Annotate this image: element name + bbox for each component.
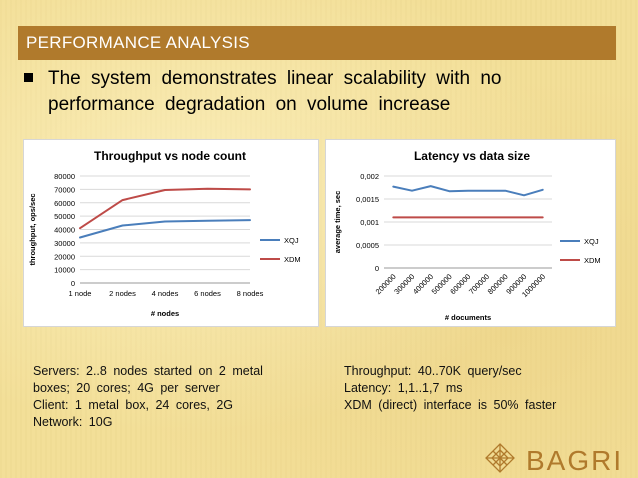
latency-chart-svg: Latency vs data size 0 0,0005 0,001 0,0015 0,… <box>333 149 601 322</box>
chart0-series-line-xdm <box>79 187 251 230</box>
chart0-y-tick-label: 60000 <box>54 199 75 208</box>
chart1-y-tick-label: 0,0015 <box>356 195 379 204</box>
note-line: XDM (direct) interface is 50% faster <box>344 398 557 412</box>
chart1-y-tick-label: 0,002 <box>360 172 379 181</box>
chart0-y-tick-label: 80000 <box>54 172 75 181</box>
note-line: Throughput: 40..70K query/sec <box>344 364 522 378</box>
note-line: Servers: 2..8 nodes started on 2 metal <box>33 364 263 378</box>
bagri-logo: BAGRI <box>485 443 623 476</box>
chart1-y-tick-label: 0 <box>375 264 379 273</box>
chart0-x-tick-label: 1 node <box>69 289 92 298</box>
chart0-x-tick-label: 4 nodes <box>152 289 179 298</box>
throughput-chart-svg: Throughput vs node count 0 10000 20000 30000… <box>28 149 301 318</box>
chart0-y-tick-label: 50000 <box>54 212 75 221</box>
chart0-y-tick-label: 40000 <box>54 226 75 235</box>
chart0-x-tick-label: 6 nodes <box>194 289 221 298</box>
chart0-y-tick-label: 10000 <box>54 266 75 275</box>
title-bar: PERFORMANCE ANALYSIS <box>18 26 616 60</box>
chart0-x-tick-label: 8 nodes <box>237 289 264 298</box>
chart1-series-line-xqj <box>392 185 544 197</box>
chart0-y-axis-label: throughput, ops/sec <box>28 193 37 265</box>
headline-bullet: The system demonstrates linear scalabili… <box>48 68 502 115</box>
throughput-chart: Throughput vs node count 0 10000 20000 30000… <box>23 139 319 327</box>
slide-title: PERFORMANCE ANALYSIS <box>26 33 250 52</box>
bullet-square-icon <box>24 73 33 82</box>
chart0-legend-label-xdm: XDM <box>284 255 301 264</box>
note-line: Client: 1 metal box, 24 cores, 2G <box>33 398 234 412</box>
servers-notes: Servers: 2..8 nodes started on 2 metal b… <box>33 363 263 431</box>
chart0-title: Throughput vs node count <box>94 149 246 163</box>
chart0-legend-label-xqj: XQJ <box>284 236 299 245</box>
chart0-x-axis-label: # nodes <box>151 309 179 318</box>
chart0-x-tick-label: 2 nodes <box>109 289 136 298</box>
chart1-legend-label-xdm: XDM <box>584 256 601 265</box>
chart0-y-tick-label: 0 <box>71 279 75 288</box>
chart0-series-line-xqj <box>79 219 251 239</box>
chart0-y-tick-label: 70000 <box>54 185 75 194</box>
logo-text: BAGRI <box>526 445 623 476</box>
chart1-legend-label-xqj: XQJ <box>584 237 599 246</box>
results-notes: Throughput: 40..70K query/sec Latency: 1… <box>344 363 556 414</box>
chart1-y-tick-label: 0,0005 <box>356 241 379 250</box>
note-line: Latency: 1,1..1,7 ms <box>344 381 463 395</box>
chart1-title: Latency vs data size <box>414 149 530 163</box>
latency-chart: Latency vs data size 0 0,0005 0,001 0,0015 0,… <box>325 139 616 327</box>
chart0-y-tick-label: 20000 <box>54 252 75 261</box>
note-line: Network: 10G <box>33 415 113 429</box>
chart1-y-axis-label: average time, sec <box>333 191 342 254</box>
chart1-x-axis-label: # documents <box>445 313 491 322</box>
logo-diamond-icon <box>485 443 515 473</box>
chart1-y-tick-label: 0,001 <box>360 218 379 227</box>
chart0-y-tick-label: 30000 <box>54 239 75 248</box>
note-line: boxes; 20 cores; 4G per server <box>33 381 220 395</box>
